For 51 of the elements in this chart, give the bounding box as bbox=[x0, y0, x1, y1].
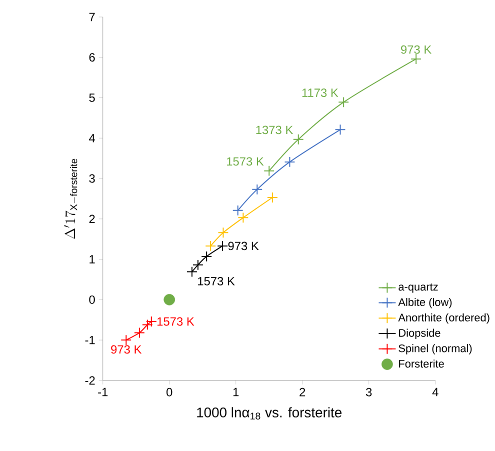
point bbox=[264, 165, 275, 176]
point bbox=[410, 53, 422, 64]
x-tick-label: 3 bbox=[366, 388, 372, 396]
annotation: 1573 K bbox=[157, 317, 194, 326]
point bbox=[338, 96, 350, 108]
y-tick-label: -1 bbox=[85, 336, 95, 344]
point bbox=[292, 134, 304, 145]
y-tick-label: 7 bbox=[89, 12, 95, 21]
annotation: 1573 K bbox=[198, 276, 235, 286]
point bbox=[238, 212, 249, 223]
point bbox=[284, 156, 296, 168]
y-tick-label: 5 bbox=[89, 93, 95, 102]
x-tick-label: 1 bbox=[233, 388, 239, 396]
annotation: 973 K bbox=[111, 345, 142, 354]
x-tick-label: 4 bbox=[432, 388, 438, 396]
annotation: 1573 K bbox=[227, 157, 264, 166]
annotation: 1373 K bbox=[256, 126, 294, 134]
point bbox=[266, 192, 278, 203]
y-tick-label: 3 bbox=[89, 174, 95, 183]
point bbox=[186, 266, 198, 278]
point bbox=[218, 226, 229, 238]
point bbox=[192, 259, 204, 270]
legend-label: a-quartz bbox=[398, 283, 438, 293]
point bbox=[120, 334, 132, 346]
legend-label: Forsterite bbox=[399, 359, 444, 368]
annotation: 973 K bbox=[228, 242, 259, 250]
annotation: 973 K bbox=[401, 45, 432, 54]
point bbox=[146, 316, 157, 327]
legend-label: Diopside bbox=[399, 328, 440, 339]
point bbox=[205, 240, 216, 252]
y-tick-label: 2 bbox=[89, 214, 95, 223]
y-tick-label: 6 bbox=[89, 52, 95, 62]
point bbox=[334, 124, 346, 135]
legend-label: Anorthite (ordered) bbox=[398, 313, 490, 324]
legend-label: Spinel (normal) bbox=[398, 344, 472, 354]
y-axis-title: $\Delta'17_{\mathrm{X{-}forsterite}}$ bbox=[64, 158, 78, 239]
legend-label: Albite (low) bbox=[398, 298, 452, 308]
y-tick-label: 4 bbox=[89, 134, 96, 142]
y-tick-label: 0 bbox=[89, 295, 95, 304]
annotation: 1173 K bbox=[302, 88, 338, 97]
point bbox=[142, 319, 153, 330]
x-tick-label: -1 bbox=[98, 388, 108, 396]
x-tick-label: 0 bbox=[166, 388, 172, 396]
point bbox=[217, 240, 228, 252]
point bbox=[232, 204, 244, 216]
x-axis-title: 1000 lnα$_{18}$ vs. forsterite bbox=[197, 407, 342, 420]
point bbox=[164, 294, 176, 306]
y-tick-label: -2 bbox=[85, 376, 95, 384]
point bbox=[252, 184, 263, 195]
x-tick-label: 2 bbox=[300, 388, 306, 396]
y-tick-label: 1 bbox=[90, 255, 95, 264]
